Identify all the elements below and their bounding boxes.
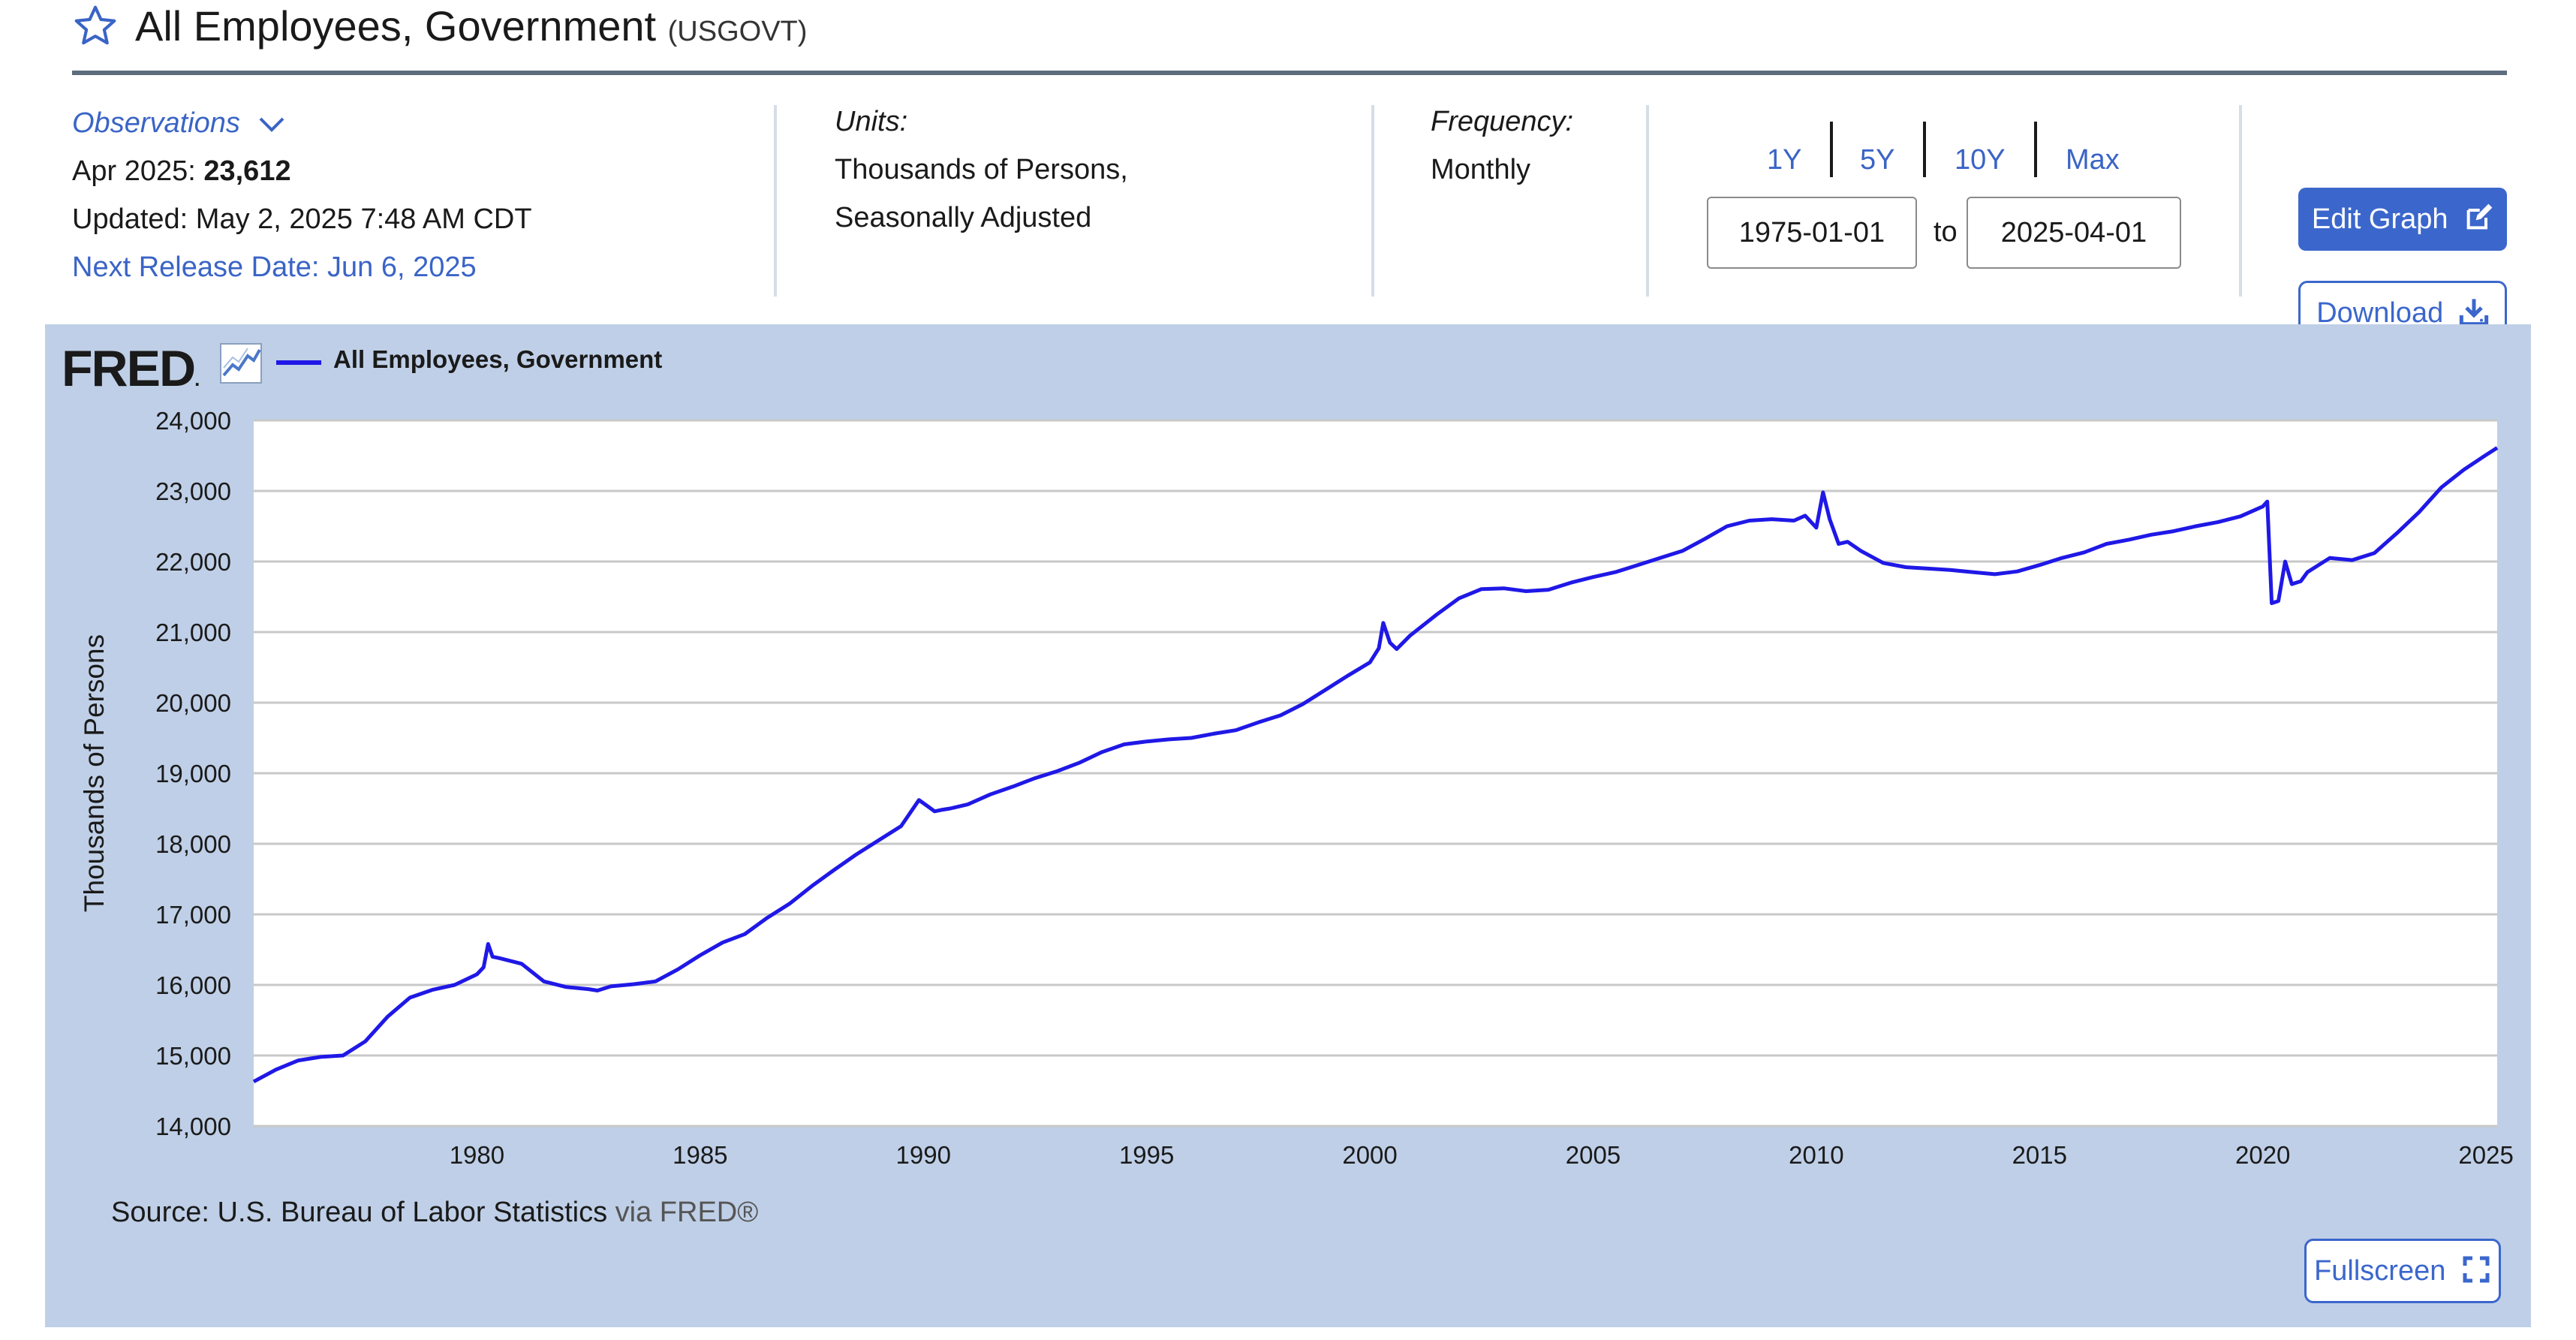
source-label: Source: U.S. Bureau of Labor Statistics xyxy=(111,1197,608,1228)
x-tick-label: 2005 xyxy=(1566,1141,1621,1169)
observation-value: 23,612 xyxy=(203,155,291,187)
series-line xyxy=(252,446,2499,1084)
x-tick-label: 2015 xyxy=(2012,1141,2067,1169)
series-info-panel: Observations Apr 2025: 23,612 Updated: M… xyxy=(0,83,2576,345)
x-tick-label: 1985 xyxy=(673,1141,727,1169)
download-icon xyxy=(2459,299,2488,327)
download-label: Download xyxy=(2316,297,2444,329)
graph-panel: FRED. All Employees, Government 14,000 15… xyxy=(45,324,2531,1327)
page-title: All Employees, Government (USGOVT) xyxy=(135,0,807,58)
chevron-down-icon xyxy=(260,117,284,132)
series-header: All Employees, Government (USGOVT) xyxy=(0,0,2576,75)
series-title: All Employees, Government xyxy=(135,2,657,50)
y-tick-label: 17,000 xyxy=(155,901,231,929)
y-axis-label: Thousands of Persons xyxy=(79,634,110,912)
range-1y-button[interactable]: 1Y xyxy=(1767,144,1802,176)
frequency-section: Frequency: Monthly xyxy=(1431,98,1573,194)
x-tick-label: 2025 xyxy=(2458,1141,2513,1169)
edit-graph-label: Edit Graph xyxy=(2311,203,2448,235)
y-tick-label: 21,000 xyxy=(155,619,231,646)
range-separator xyxy=(1830,122,1833,177)
fullscreen-icon xyxy=(2463,1256,2490,1283)
y-tick-label: 24,000 xyxy=(155,407,231,435)
start-date-input[interactable] xyxy=(1707,197,1917,269)
fullscreen-label: Fullscreen xyxy=(2314,1255,2446,1287)
via-fred-label: via FRED® xyxy=(615,1197,759,1228)
observations-section: Observations Apr 2025: 23,612 Updated: M… xyxy=(72,99,532,291)
line-chart-icon xyxy=(220,343,262,384)
y-tick-label: 23,000 xyxy=(155,477,231,505)
fullscreen-button[interactable]: Fullscreen xyxy=(2304,1239,2501,1303)
column-divider xyxy=(2239,105,2242,297)
observations-label: Observations xyxy=(72,107,240,139)
next-release-link[interactable]: Next Release Date: Jun 6, 2025 xyxy=(72,251,477,283)
units-label: Units: xyxy=(835,106,908,137)
legend-swatch xyxy=(276,360,321,365)
x-tick-label: 2010 xyxy=(1789,1141,1843,1169)
to-label: to xyxy=(1934,216,1958,248)
range-10y-button[interactable]: 10Y xyxy=(1955,144,2006,176)
fred-logo-text: FRED xyxy=(62,340,196,397)
range-5y-button[interactable]: 5Y xyxy=(1860,144,1895,176)
updated-text: Updated: May 2, 2025 7:48 AM CDT xyxy=(72,203,532,235)
column-divider xyxy=(1646,105,1649,297)
x-tick-label: 1980 xyxy=(450,1141,504,1169)
edit-icon xyxy=(2466,203,2493,230)
x-tick-label: 1990 xyxy=(896,1141,951,1169)
star-icon[interactable] xyxy=(72,3,119,50)
x-tick-label: 2000 xyxy=(1342,1141,1397,1169)
source-text: Source: U.S. Bureau of Labor Statistics … xyxy=(111,1197,758,1229)
units-line-1: Thousands of Persons, xyxy=(835,154,1128,185)
frequency-label: Frequency: xyxy=(1431,106,1574,137)
observation-date: Apr 2025: xyxy=(72,155,196,187)
y-tick-label: 15,000 xyxy=(155,1042,231,1070)
observations-toggle[interactable]: Observations xyxy=(72,99,532,147)
latest-observation: Apr 2025: 23,612 xyxy=(72,147,532,195)
units-section: Units: Thousands of Persons, Seasonally … xyxy=(835,98,1128,242)
range-separator xyxy=(2034,122,2037,177)
edit-graph-button[interactable]: Edit Graph xyxy=(2298,188,2507,251)
range-separator xyxy=(1923,122,1926,177)
series-id: (USGOVT) xyxy=(667,16,808,47)
column-divider xyxy=(774,105,777,297)
fred-logo: FRED. xyxy=(62,340,200,397)
x-tick-label: 1995 xyxy=(1119,1141,1174,1169)
y-tick-label: 18,000 xyxy=(155,830,231,858)
y-tick-label: 14,000 xyxy=(155,1113,231,1140)
column-divider xyxy=(1371,105,1374,297)
x-tick-label: 2020 xyxy=(2235,1141,2290,1169)
frequency-value: Monthly xyxy=(1431,154,1531,185)
y-tick-label: 19,000 xyxy=(155,760,231,787)
header-divider xyxy=(72,71,2507,75)
units-line-2: Seasonally Adjusted xyxy=(835,202,1092,233)
end-date-input[interactable] xyxy=(1967,197,2181,269)
y-tick-label: 20,000 xyxy=(155,689,231,717)
line-chart: 14,000 15,000 16,000 17,000 18,000 19,000 20,0… xyxy=(79,407,2514,1169)
legend-label: All Employees, Government xyxy=(333,345,663,373)
y-tick-label: 22,000 xyxy=(155,548,231,576)
range-max-button[interactable]: Max xyxy=(2066,144,2120,176)
y-tick-label: 16,000 xyxy=(155,971,231,999)
